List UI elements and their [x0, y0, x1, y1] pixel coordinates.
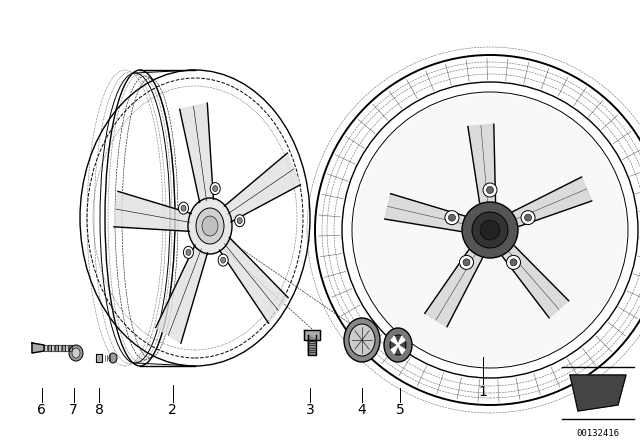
Polygon shape: [468, 124, 495, 203]
Ellipse shape: [480, 220, 500, 240]
Ellipse shape: [445, 211, 459, 224]
Ellipse shape: [449, 214, 456, 221]
Text: 3: 3: [306, 403, 315, 417]
Ellipse shape: [179, 202, 189, 214]
Ellipse shape: [510, 259, 517, 266]
Ellipse shape: [237, 218, 242, 224]
Polygon shape: [68, 345, 72, 351]
Ellipse shape: [486, 186, 493, 194]
Polygon shape: [96, 354, 102, 362]
Text: 2: 2: [168, 403, 177, 417]
Ellipse shape: [462, 202, 518, 258]
Ellipse shape: [344, 318, 380, 362]
Polygon shape: [502, 246, 569, 318]
Polygon shape: [304, 330, 320, 340]
Ellipse shape: [212, 185, 218, 192]
Ellipse shape: [184, 246, 193, 258]
Polygon shape: [61, 345, 65, 351]
Ellipse shape: [109, 353, 117, 363]
Polygon shape: [398, 336, 405, 345]
Polygon shape: [114, 191, 191, 231]
Polygon shape: [220, 237, 288, 323]
Polygon shape: [54, 345, 58, 351]
Ellipse shape: [525, 214, 532, 221]
Polygon shape: [47, 345, 51, 351]
Text: 7: 7: [69, 403, 78, 417]
Ellipse shape: [196, 208, 224, 244]
Ellipse shape: [460, 255, 474, 269]
Polygon shape: [391, 336, 398, 345]
Text: 6: 6: [37, 403, 46, 417]
Text: 4: 4: [357, 403, 366, 417]
Ellipse shape: [463, 259, 470, 266]
Polygon shape: [51, 345, 54, 351]
Polygon shape: [32, 343, 44, 353]
Text: 8: 8: [95, 403, 104, 417]
Ellipse shape: [69, 345, 83, 361]
Ellipse shape: [483, 183, 497, 197]
Polygon shape: [513, 177, 592, 226]
Polygon shape: [58, 345, 61, 351]
Polygon shape: [398, 345, 405, 354]
Polygon shape: [308, 335, 316, 355]
Ellipse shape: [202, 216, 218, 236]
Ellipse shape: [221, 257, 226, 263]
Ellipse shape: [210, 183, 220, 194]
Ellipse shape: [235, 215, 244, 227]
Polygon shape: [385, 194, 465, 232]
Polygon shape: [180, 103, 213, 202]
Text: 1: 1: [479, 385, 488, 399]
Ellipse shape: [349, 324, 375, 356]
Ellipse shape: [188, 198, 232, 254]
Ellipse shape: [72, 348, 80, 358]
Ellipse shape: [354, 94, 626, 366]
Text: 5: 5: [396, 403, 404, 417]
Polygon shape: [425, 250, 483, 327]
Polygon shape: [65, 345, 68, 351]
Ellipse shape: [181, 205, 186, 211]
Polygon shape: [391, 345, 398, 354]
Ellipse shape: [186, 250, 191, 255]
Ellipse shape: [218, 254, 228, 266]
Ellipse shape: [521, 211, 535, 224]
Ellipse shape: [384, 328, 412, 362]
Text: 00132416: 00132416: [577, 429, 620, 438]
Ellipse shape: [390, 335, 406, 355]
Polygon shape: [570, 375, 626, 411]
Polygon shape: [225, 153, 300, 222]
Polygon shape: [44, 345, 47, 351]
Ellipse shape: [506, 255, 520, 269]
Ellipse shape: [472, 212, 508, 248]
Polygon shape: [156, 245, 207, 343]
